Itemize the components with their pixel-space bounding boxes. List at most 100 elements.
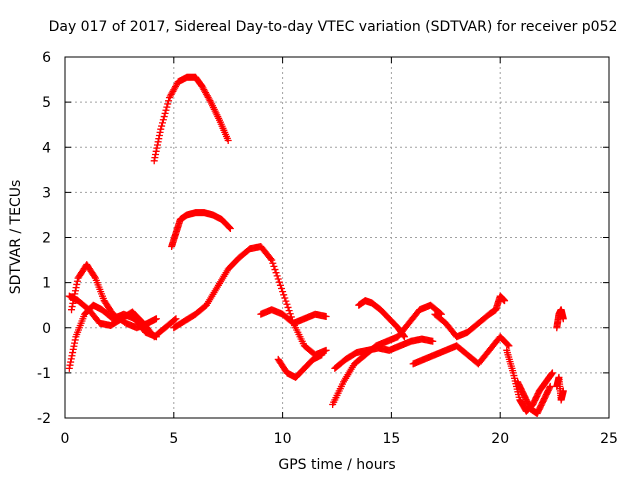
- data-point: [159, 116, 167, 124]
- series-arc-mid: [168, 209, 234, 251]
- x-tick-label: 25: [600, 431, 618, 447]
- data-point: [226, 224, 234, 232]
- data-point: [66, 361, 74, 369]
- data-point: [71, 339, 79, 347]
- data-point: [151, 154, 159, 162]
- data-point: [153, 141, 161, 149]
- data-point: [160, 113, 168, 121]
- data-point: [280, 291, 288, 299]
- data-point: [400, 333, 408, 341]
- data-points: [65, 73, 567, 417]
- data-point: [546, 382, 554, 390]
- series-arc-20-23b: [514, 378, 554, 417]
- x-tick-label: 20: [491, 431, 509, 447]
- data-point: [67, 358, 75, 366]
- series-arc-high: [150, 73, 232, 165]
- data-point: [273, 272, 281, 280]
- data-point: [548, 370, 556, 378]
- data-point: [271, 266, 279, 274]
- data-point: [68, 303, 76, 311]
- data-point: [91, 273, 99, 281]
- x-tick-label: 0: [61, 431, 70, 447]
- data-point: [268, 256, 276, 264]
- data-point: [172, 315, 180, 323]
- grid: [65, 57, 609, 418]
- data-point: [504, 341, 512, 349]
- data-point: [153, 144, 161, 152]
- data-point: [152, 147, 160, 155]
- data-point: [69, 349, 77, 357]
- data-point: [65, 364, 73, 372]
- data-point: [282, 297, 290, 305]
- series-arc-20-23a: [503, 346, 556, 415]
- data-point: [69, 345, 77, 353]
- series-arc-22-23: [553, 306, 567, 332]
- data-point: [171, 316, 179, 324]
- data-point: [152, 315, 160, 323]
- data-point: [158, 122, 166, 130]
- data-point: [70, 342, 78, 350]
- data-point: [322, 346, 330, 354]
- data-point: [559, 387, 567, 395]
- data-point: [546, 384, 554, 392]
- data-point: [67, 355, 75, 363]
- data-point: [224, 136, 232, 144]
- data-point: [281, 294, 289, 302]
- x-tick-label: 10: [274, 431, 292, 447]
- data-point: [161, 109, 169, 117]
- data-point: [276, 281, 284, 289]
- y-axis-label: SDTVAR / TECUs: [8, 180, 24, 295]
- data-point: [275, 278, 283, 286]
- data-point: [157, 125, 165, 133]
- series-arc-10-12: [257, 306, 330, 327]
- data-point: [548, 369, 556, 377]
- y-tick-label: 5: [42, 95, 51, 111]
- data-point: [322, 312, 330, 320]
- series-arc-16-20: [409, 333, 513, 368]
- y-tick-label: 3: [42, 185, 51, 201]
- data-point: [150, 157, 158, 165]
- series-arc-22-23-low: [553, 373, 567, 404]
- data-point: [158, 119, 166, 127]
- data-point: [68, 306, 76, 314]
- data-point: [152, 150, 160, 158]
- data-point: [71, 336, 79, 344]
- data-point: [270, 262, 278, 270]
- data-point: [269, 259, 277, 267]
- data-point: [278, 284, 286, 292]
- data-point: [156, 128, 164, 136]
- data-point: [501, 297, 509, 305]
- chart-title: Day 017 of 2017, Sidereal Day-to-day VTE…: [49, 19, 618, 35]
- data-point: [68, 352, 76, 360]
- y-tick-label: -1: [37, 366, 51, 382]
- y-tick-label: 0: [42, 321, 51, 337]
- data-point: [226, 224, 234, 232]
- data-point: [505, 342, 513, 350]
- data-point: [559, 315, 567, 323]
- data-point: [73, 280, 81, 288]
- series-arc-17-20: [431, 292, 509, 341]
- series-arc-early-c: [65, 292, 180, 341]
- data-point: [164, 100, 172, 108]
- data-point: [318, 351, 326, 359]
- data-point: [162, 106, 170, 114]
- series-arc-10-12-low: [274, 351, 326, 381]
- y-tick-label: 1: [42, 276, 51, 292]
- series-arc-13-15: [355, 297, 408, 341]
- data-point: [274, 275, 282, 283]
- data-point: [71, 287, 79, 295]
- data-point: [73, 277, 81, 285]
- y-tick-label: 2: [42, 231, 51, 247]
- data-point: [400, 332, 408, 340]
- series-arc-12-16b: [331, 335, 437, 372]
- y-tick-label: -2: [37, 411, 51, 427]
- data-point: [284, 303, 292, 311]
- series-arc-rise: [170, 243, 330, 359]
- data-point: [267, 255, 275, 263]
- data-point: [272, 269, 280, 277]
- data-point: [283, 300, 291, 308]
- data-point: [286, 310, 294, 318]
- y-tick-label: 6: [42, 50, 51, 66]
